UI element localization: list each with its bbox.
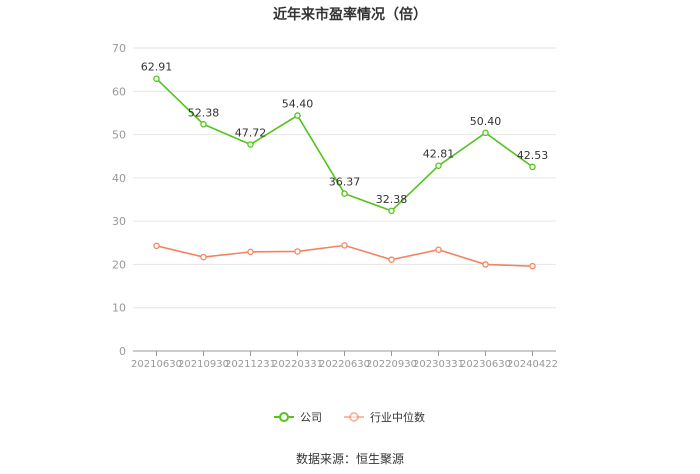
data-point bbox=[200, 121, 207, 128]
x-tick-label: 20210930 bbox=[178, 359, 229, 370]
data-label: 52.38 bbox=[188, 106, 220, 119]
data-point bbox=[294, 112, 301, 119]
y-tick-label: 50 bbox=[112, 129, 126, 142]
x-tick-label: 20220331 bbox=[272, 359, 323, 370]
data-source: 数据来源：恒生聚源 bbox=[295, 452, 404, 466]
data-point bbox=[529, 262, 536, 270]
x-tick-label: 20230331 bbox=[413, 359, 464, 370]
data-point bbox=[435, 162, 442, 169]
data-point bbox=[247, 248, 254, 256]
y-tick-label: 40 bbox=[112, 172, 126, 185]
data-label: 47.72 bbox=[235, 126, 267, 139]
y-tick-label: 0 bbox=[119, 345, 126, 358]
data-point bbox=[341, 242, 348, 249]
y-tick-label: 60 bbox=[112, 85, 126, 98]
legend-marker bbox=[279, 412, 289, 422]
x-tick-label: 20230630 bbox=[460, 359, 511, 370]
y-tick-label: 20 bbox=[112, 258, 126, 271]
data-point bbox=[294, 248, 301, 255]
x-tick-label: 20210630 bbox=[131, 359, 182, 370]
data-label: 62.91 bbox=[141, 61, 173, 74]
data-point bbox=[200, 253, 207, 261]
y-tick-label: 10 bbox=[112, 302, 126, 315]
data-label: 54.40 bbox=[282, 98, 314, 111]
data-point bbox=[529, 163, 536, 171]
chart-title: 近年来市盈率情况（倍） bbox=[273, 7, 427, 23]
data-point bbox=[341, 190, 348, 197]
data-label: 50.40 bbox=[470, 115, 502, 128]
x-tick-label: 20211231 bbox=[225, 359, 276, 370]
data-label: 42.53 bbox=[517, 149, 549, 162]
data-point bbox=[388, 207, 395, 215]
data-point bbox=[153, 75, 160, 82]
x-tick-label: 20220930 bbox=[366, 359, 417, 370]
data-point bbox=[435, 246, 442, 253]
x-tick-label: 20220630 bbox=[319, 359, 370, 370]
data-label: 42.81 bbox=[423, 148, 455, 161]
data-point bbox=[482, 261, 489, 268]
data-point bbox=[153, 242, 160, 250]
y-tick-label: 30 bbox=[112, 215, 126, 228]
data-point bbox=[247, 141, 254, 148]
data-point bbox=[388, 256, 395, 263]
y-tick-label: 70 bbox=[112, 42, 126, 55]
legend-label: 公司 bbox=[300, 411, 322, 424]
legend-marker bbox=[349, 412, 359, 422]
x-tick-label: 20240422 bbox=[507, 359, 558, 370]
legend-label: 行业中位数 bbox=[370, 410, 425, 424]
data-label: 32.38 bbox=[376, 193, 408, 206]
data-point bbox=[482, 129, 489, 137]
data-label: 36.37 bbox=[329, 176, 361, 189]
